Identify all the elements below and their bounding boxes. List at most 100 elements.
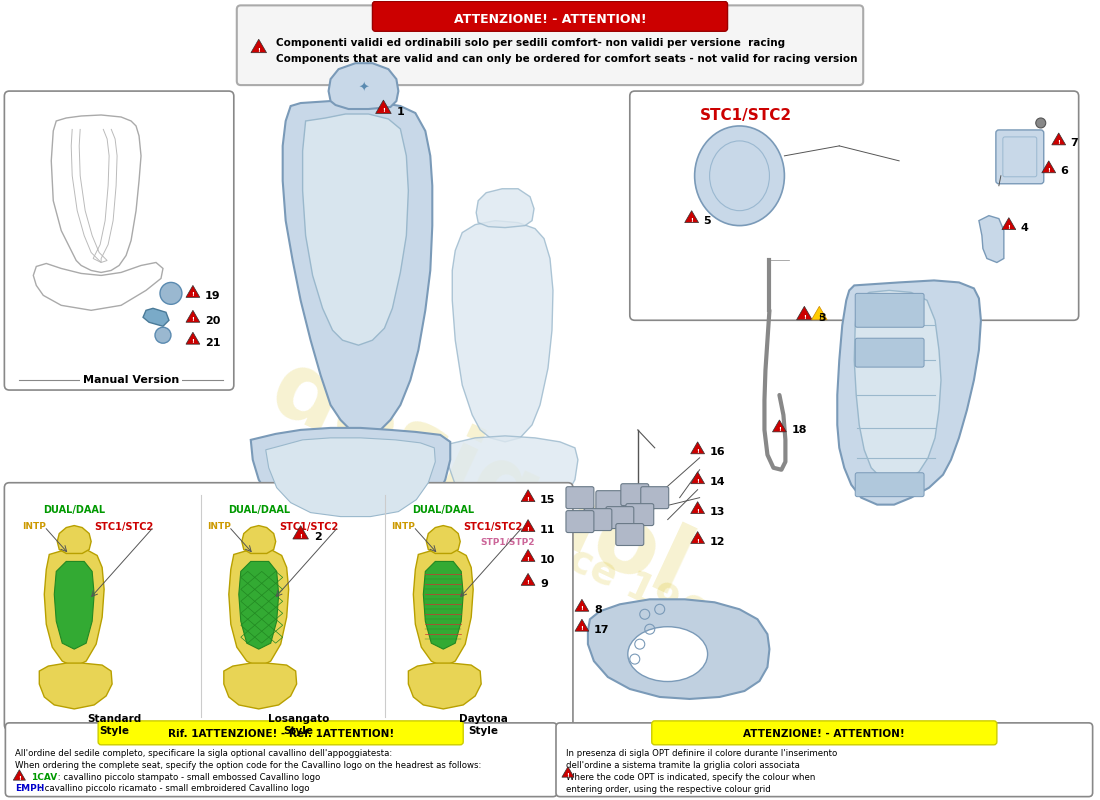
- Text: 17: 17: [594, 625, 609, 634]
- Polygon shape: [446, 436, 578, 514]
- Text: dell'ordine a sistema tramite la griglia colori associata: dell'ordine a sistema tramite la griglia…: [566, 761, 800, 770]
- Text: 7: 7: [1070, 138, 1078, 148]
- Polygon shape: [283, 101, 432, 435]
- Polygon shape: [1002, 218, 1015, 230]
- Text: STP1/STP2: STP1/STP2: [481, 538, 536, 546]
- Polygon shape: [293, 526, 308, 539]
- Text: In presenza di sigla OPT definire il colore durante l'inserimento: In presenza di sigla OPT definire il col…: [566, 749, 837, 758]
- Text: STC1/STC2: STC1/STC2: [279, 522, 338, 531]
- Polygon shape: [691, 442, 705, 454]
- FancyBboxPatch shape: [620, 484, 649, 506]
- Text: DUAL/DAAL: DUAL/DAAL: [43, 505, 106, 514]
- Text: !: !: [299, 534, 303, 539]
- Text: ATTENZIONE! - ATTENTION!: ATTENZIONE! - ATTENTION!: [744, 729, 905, 739]
- Text: 11: 11: [540, 525, 556, 535]
- Text: !: !: [1057, 140, 1060, 145]
- Polygon shape: [251, 39, 266, 53]
- Text: 8: 8: [594, 605, 602, 614]
- Text: DUAL/DAAL: DUAL/DAAL: [228, 505, 289, 514]
- Text: !: !: [696, 479, 700, 484]
- Polygon shape: [772, 420, 786, 432]
- Polygon shape: [186, 332, 200, 344]
- Text: since 1965: since 1965: [505, 513, 735, 646]
- Text: INTP: INTP: [22, 522, 46, 530]
- FancyBboxPatch shape: [373, 2, 727, 31]
- Text: 20: 20: [205, 316, 220, 326]
- Ellipse shape: [694, 126, 784, 226]
- Text: !: !: [527, 581, 529, 586]
- Text: 15: 15: [540, 495, 556, 505]
- FancyBboxPatch shape: [855, 338, 924, 367]
- Text: !: !: [527, 497, 529, 502]
- Text: STC1/STC2: STC1/STC2: [700, 109, 792, 123]
- FancyBboxPatch shape: [606, 506, 634, 529]
- FancyBboxPatch shape: [566, 486, 594, 509]
- Polygon shape: [1052, 133, 1066, 145]
- FancyBboxPatch shape: [616, 523, 644, 546]
- Text: INTP: INTP: [207, 522, 231, 530]
- FancyBboxPatch shape: [98, 721, 463, 745]
- FancyBboxPatch shape: [6, 723, 557, 797]
- Polygon shape: [54, 562, 95, 649]
- Polygon shape: [691, 502, 705, 514]
- Text: Where the code OPT is indicated, specify the colour when: Where the code OPT is indicated, specify…: [566, 773, 815, 782]
- Polygon shape: [223, 663, 297, 709]
- Circle shape: [1036, 118, 1046, 128]
- Text: 16: 16: [710, 447, 725, 458]
- Text: !: !: [1008, 225, 1010, 230]
- Polygon shape: [684, 210, 699, 222]
- FancyBboxPatch shape: [996, 130, 1044, 184]
- Polygon shape: [329, 63, 398, 109]
- Text: 4: 4: [1021, 223, 1028, 233]
- Polygon shape: [229, 550, 288, 667]
- Text: !: !: [690, 218, 693, 222]
- Polygon shape: [575, 599, 589, 611]
- Text: 21: 21: [205, 338, 220, 347]
- Text: !: !: [191, 318, 195, 322]
- Polygon shape: [57, 526, 91, 554]
- Text: 19: 19: [205, 290, 220, 301]
- Text: All'ordine del sedile completo, specificare la sigla optional cavallino dell'app: All'ordine del sedile completo, specific…: [15, 749, 393, 758]
- Text: designol: designol: [255, 342, 705, 618]
- Ellipse shape: [160, 282, 182, 304]
- Text: !: !: [803, 314, 806, 319]
- Polygon shape: [424, 562, 463, 649]
- Polygon shape: [1042, 161, 1056, 173]
- Text: Standard
Style: Standard Style: [87, 714, 141, 735]
- Text: 18: 18: [791, 426, 807, 435]
- Polygon shape: [40, 663, 112, 709]
- Polygon shape: [186, 310, 200, 322]
- Polygon shape: [302, 114, 408, 345]
- Text: STC1/STC2: STC1/STC2: [95, 522, 154, 531]
- Text: 6: 6: [1060, 166, 1068, 176]
- Polygon shape: [855, 290, 940, 482]
- Polygon shape: [251, 428, 450, 530]
- Text: INTP: INTP: [392, 522, 416, 530]
- Polygon shape: [143, 308, 169, 326]
- Text: !: !: [581, 606, 583, 611]
- Text: !: !: [696, 538, 700, 544]
- Circle shape: [155, 327, 170, 343]
- Text: entering order, using the respective colour grid: entering order, using the respective col…: [566, 785, 771, 794]
- Text: ATTENZIONE! - ATTENTION!: ATTENZIONE! - ATTENTION!: [453, 13, 647, 26]
- Text: DUAL/DAAL: DUAL/DAAL: [412, 505, 474, 514]
- Polygon shape: [562, 766, 574, 777]
- Text: 12: 12: [710, 537, 725, 547]
- Text: !: !: [191, 293, 195, 298]
- Polygon shape: [587, 599, 769, 699]
- Text: !: !: [696, 509, 700, 514]
- Text: 5: 5: [704, 216, 712, 226]
- Text: 1CAV: 1CAV: [31, 773, 57, 782]
- Text: Componenti validi ed ordinabili solo per sedili comfort- non validi per versione: Componenti validi ed ordinabili solo per…: [276, 38, 784, 48]
- Polygon shape: [44, 550, 104, 667]
- Polygon shape: [266, 438, 436, 517]
- FancyBboxPatch shape: [566, 510, 594, 533]
- FancyBboxPatch shape: [596, 490, 624, 513]
- Polygon shape: [521, 519, 535, 531]
- Polygon shape: [521, 574, 535, 586]
- Text: !: !: [566, 773, 570, 778]
- Polygon shape: [691, 531, 705, 543]
- FancyBboxPatch shape: [584, 509, 612, 530]
- Polygon shape: [796, 306, 812, 320]
- Text: Components that are valid and can only be ordered for comfort seats - not valid : Components that are valid and can only b…: [276, 54, 857, 64]
